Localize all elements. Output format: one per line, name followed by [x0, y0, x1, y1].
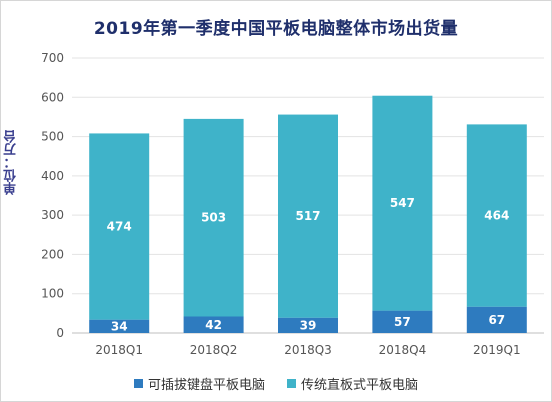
data-label-keyboard: 67 — [488, 313, 505, 327]
bar-keyboard — [372, 310, 433, 333]
data-label-slate: 547 — [390, 196, 415, 210]
legend-swatch-keyboard — [133, 379, 143, 388]
bar-slate — [183, 118, 244, 317]
x-tick-label: 2018Q3 — [284, 343, 332, 357]
y-tick-label: 700 — [41, 51, 64, 65]
y-tick-label: 200 — [41, 247, 64, 261]
y-tick-label: 400 — [41, 169, 64, 183]
x-tick-label: 2019Q1 — [473, 343, 521, 357]
data-label-slate: 517 — [295, 209, 320, 223]
y-tick-label: 0 — [56, 326, 64, 340]
legend-item-keyboard: 可插拔键盘平板电脑 — [133, 374, 265, 393]
bar-keyboard — [278, 317, 338, 333]
data-label-keyboard: 57 — [394, 315, 411, 329]
y-tick-label: 500 — [41, 130, 64, 144]
y-tick-label: 100 — [41, 287, 64, 301]
legend-label-keyboard: 可插拔键盘平板电脑 — [147, 378, 265, 393]
chart-title: 2019年第一季度中国平板电脑整体市场出货量 — [93, 19, 459, 39]
legend-swatch-slate — [287, 379, 296, 388]
data-label-slate: 474 — [107, 220, 132, 234]
x-tick-label: 2018Q1 — [95, 343, 143, 357]
legend-label-slate: 传统直板式平板电脑 — [301, 378, 419, 393]
y-tick-label: 300 — [41, 208, 64, 222]
data-label-keyboard: 42 — [205, 318, 222, 332]
bar-keyboard — [89, 319, 150, 333]
data-label-slate: 464 — [484, 209, 509, 223]
legend-item-slate: 传统直板式平板电脑 — [287, 374, 418, 393]
data-label-slate: 503 — [201, 211, 226, 225]
bar-slate — [278, 114, 338, 318]
y-tick-label: 600 — [41, 90, 64, 104]
data-label-keyboard: 34 — [111, 319, 128, 333]
data-label-keyboard: 39 — [300, 318, 317, 332]
bar-slate — [466, 124, 527, 307]
bar-slate — [372, 95, 433, 311]
x-tick-label: 2018Q2 — [190, 343, 238, 357]
legend: 可插拔键盘平板电脑 传统直板式平板电脑 — [0, 374, 552, 393]
bar-keyboard — [183, 316, 244, 333]
x-tick-label: 2018Q4 — [379, 343, 427, 357]
bar-keyboard — [466, 306, 527, 333]
bar-slate — [89, 133, 150, 320]
